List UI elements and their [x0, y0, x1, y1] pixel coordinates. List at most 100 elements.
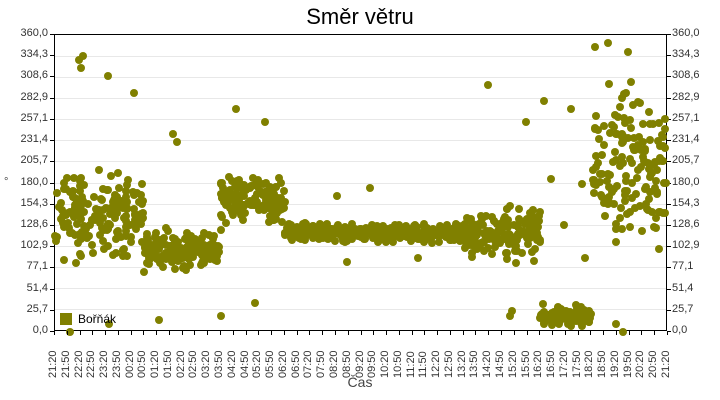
data-point: [577, 306, 586, 315]
data-point: [99, 184, 108, 193]
data-point: [200, 254, 209, 263]
data-point: [140, 243, 149, 252]
data-point: [530, 257, 539, 266]
data-point: [512, 258, 521, 267]
x-tick-label: 12:20: [430, 350, 443, 378]
data-point: [389, 238, 398, 247]
data-point: [472, 244, 481, 253]
data-point: [104, 242, 113, 251]
data-point: [342, 257, 351, 266]
x-tick-label: 14:50: [493, 350, 506, 378]
data-point: [480, 246, 489, 255]
data-point: [253, 189, 262, 198]
data-point: [649, 160, 658, 169]
data-point: [131, 215, 140, 224]
data-point: [600, 211, 609, 220]
data-point: [53, 233, 62, 242]
data-point: [617, 204, 626, 213]
data-point: [262, 195, 271, 204]
data-point: [635, 202, 644, 211]
data-point: [347, 235, 356, 244]
data-point: [389, 231, 398, 240]
data-point: [225, 186, 234, 195]
y-tick-label-left: 77,1: [26, 260, 48, 273]
data-point: [132, 225, 141, 234]
data-point: [435, 228, 444, 237]
data-point: [488, 213, 497, 222]
data-point: [660, 114, 669, 123]
data-point: [508, 307, 517, 316]
data-point: [434, 238, 443, 247]
data-point: [327, 232, 336, 240]
data-point: [65, 328, 74, 336]
data-point: [172, 251, 181, 260]
x-tick-label: 19:20: [608, 350, 621, 378]
data-point: [95, 216, 104, 225]
data-point: [490, 236, 499, 245]
x-tick-label: 03:20: [200, 350, 213, 378]
x-tick-label: 02:20: [174, 350, 187, 378]
y-tick-label-left: 128,6: [20, 217, 48, 230]
data-point: [123, 204, 132, 213]
data-point: [351, 224, 360, 233]
x-tick-label: 01:20: [149, 350, 162, 378]
data-point: [231, 105, 240, 114]
data-point: [117, 196, 126, 205]
data-point: [618, 224, 627, 233]
data-point: [155, 315, 164, 324]
data-point: [139, 196, 148, 205]
data-point: [75, 187, 84, 196]
data-point: [315, 222, 324, 231]
data-point: [645, 173, 654, 182]
data-point: [151, 234, 160, 243]
x-tick-label: 02:50: [187, 350, 200, 378]
data-point: [429, 224, 438, 233]
data-point: [484, 243, 493, 252]
data-point: [138, 179, 147, 188]
data-point: [63, 173, 72, 182]
data-point: [592, 181, 601, 190]
data-point: [56, 198, 65, 207]
data-point: [540, 97, 549, 105]
data-point: [76, 177, 85, 186]
data-point: [530, 217, 539, 226]
grid-line: [55, 140, 666, 142]
data-point: [623, 47, 632, 56]
y-tick-label-right: 0,0: [672, 324, 688, 336]
data-point: [595, 135, 604, 144]
data-point: [647, 169, 656, 178]
x-axis-label: Čas: [347, 374, 373, 390]
data-point: [443, 221, 452, 230]
data-point: [167, 253, 176, 262]
x-tick-label: 22:20: [72, 350, 85, 378]
data-point: [449, 236, 458, 245]
data-point: [599, 122, 608, 131]
data-point: [623, 209, 632, 218]
data-point: [654, 118, 663, 127]
data-point: [360, 226, 369, 235]
data-point: [659, 157, 668, 166]
data-point: [467, 252, 476, 261]
data-point: [612, 319, 621, 328]
data-point: [316, 229, 325, 238]
data-point: [591, 151, 600, 160]
data-point: [141, 248, 150, 257]
data-point: [190, 234, 199, 243]
x-tick-label: 23:20: [98, 350, 111, 378]
data-point: [114, 169, 123, 178]
data-point: [462, 242, 471, 251]
grid-line: [55, 182, 666, 184]
data-point: [105, 210, 114, 219]
data-point: [629, 101, 638, 110]
chart-title: Směr větru: [306, 4, 414, 29]
x-tick-label: 13:50: [468, 350, 481, 378]
data-point: [65, 224, 74, 233]
data-point: [218, 194, 227, 203]
data-point: [241, 208, 250, 217]
data-point: [407, 225, 416, 234]
data-point: [617, 152, 626, 161]
data-point: [63, 219, 72, 228]
data-point: [289, 223, 298, 232]
data-point: [511, 242, 520, 251]
data-point: [661, 124, 670, 133]
